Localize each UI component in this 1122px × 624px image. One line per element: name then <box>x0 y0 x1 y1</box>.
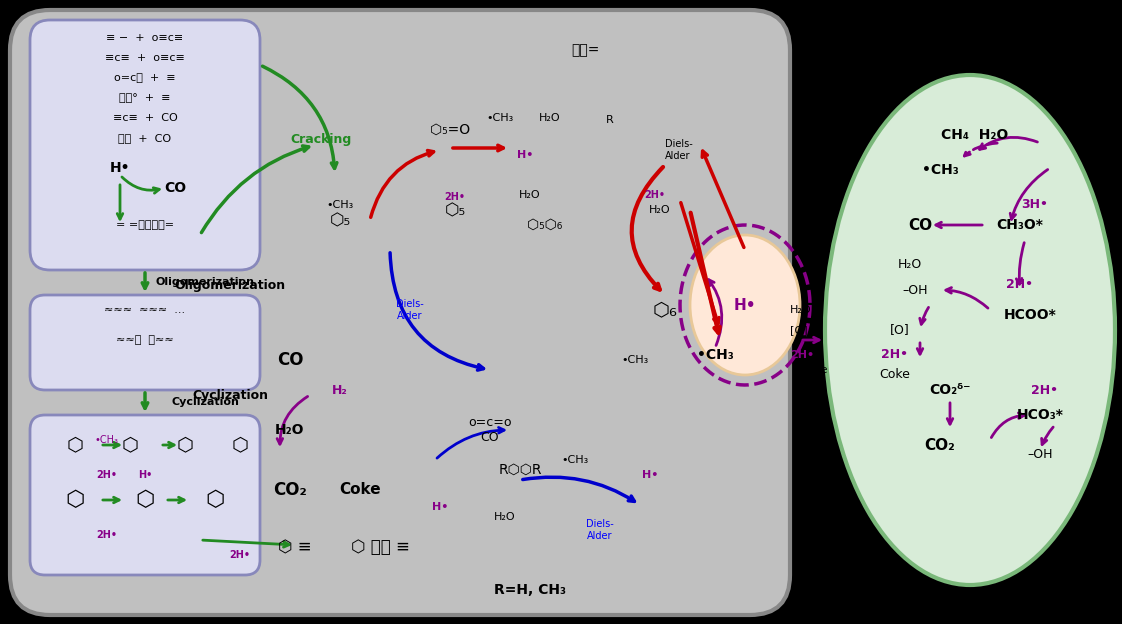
Text: CO₂: CO₂ <box>925 437 955 452</box>
Text: –OH: –OH <box>902 283 928 296</box>
Text: CH₄  H₂O: CH₄ H₂O <box>941 128 1009 142</box>
Text: Diels-
Alder: Diels- Alder <box>396 299 424 321</box>
Text: ⬡: ⬡ <box>205 490 224 510</box>
Text: ⬡₆: ⬡₆ <box>653 301 678 319</box>
Ellipse shape <box>690 235 800 375</box>
Text: Diels-
Alder: Diels- Alder <box>665 139 692 161</box>
Ellipse shape <box>825 75 1115 585</box>
Text: CO: CO <box>908 218 932 233</box>
Text: H•: H• <box>138 470 153 480</box>
Text: H₂O: H₂O <box>898 258 922 271</box>
Text: o=c=o
CO: o=c=o CO <box>468 416 512 444</box>
Text: ⬡: ⬡ <box>136 490 155 510</box>
Text: 2H•: 2H• <box>1031 384 1058 396</box>
Text: ≡c≡  +  o≡c≡: ≡c≡ + o≡c≡ <box>105 53 185 63</box>
Text: ⬡ ⟋⟍ ≡: ⬡ ⟋⟍ ≡ <box>350 538 410 556</box>
Text: H₂O: H₂O <box>790 305 811 315</box>
Text: H₂O: H₂O <box>650 205 671 215</box>
Text: ⬡ ≡: ⬡ ≡ <box>278 538 312 556</box>
Text: ⬡: ⬡ <box>66 436 83 454</box>
Text: ≈≈⟍  ⟋≈≈: ≈≈⟍ ⟋≈≈ <box>116 335 174 345</box>
Text: H•: H• <box>734 298 756 313</box>
FancyBboxPatch shape <box>30 295 260 390</box>
Text: [O]: [O] <box>790 325 808 335</box>
Text: 2H•: 2H• <box>96 530 118 540</box>
Text: 2H•: 2H• <box>96 470 118 480</box>
Text: R=H, CH₃: R=H, CH₃ <box>494 583 565 597</box>
Text: Cyclization: Cyclization <box>192 389 268 401</box>
Text: ⟋⟍°  +  ≡: ⟋⟍° + ≡ <box>119 93 171 103</box>
Text: Oligomerization: Oligomerization <box>174 278 286 291</box>
Text: CO₂: CO₂ <box>273 481 307 499</box>
Text: 3H•: 3H• <box>1021 198 1048 212</box>
Text: –OH: –OH <box>1028 449 1052 462</box>
Text: H₂O: H₂O <box>494 512 516 522</box>
FancyBboxPatch shape <box>30 415 260 575</box>
FancyBboxPatch shape <box>30 20 260 270</box>
Text: Coke: Coke <box>800 365 828 375</box>
Text: ⬡: ⬡ <box>65 490 84 510</box>
Text: ⬡: ⬡ <box>231 436 248 454</box>
Text: Cracking: Cracking <box>289 134 351 147</box>
Text: HCO₃*: HCO₃* <box>1017 408 1064 422</box>
Text: ⟋⟍  +  CO: ⟋⟍ + CO <box>119 133 172 143</box>
Text: CH₃O*: CH₃O* <box>996 218 1043 232</box>
Text: ⬡₅: ⬡₅ <box>330 211 350 229</box>
Text: 2H•: 2H• <box>230 550 250 560</box>
Text: H₂O: H₂O <box>519 190 541 200</box>
Text: R⬡⬡R: R⬡⬡R <box>498 463 542 477</box>
Text: [O]: [O] <box>890 323 910 336</box>
Text: •CH₃: •CH₃ <box>697 348 734 362</box>
Text: 2H•: 2H• <box>1006 278 1033 291</box>
Text: Diels-
Alder: Diels- Alder <box>586 519 614 541</box>
Text: ⬡₅⬡₆: ⬡₅⬡₆ <box>527 218 562 232</box>
Text: ≡ −  +  o≡c≡: ≡ − + o≡c≡ <box>107 33 184 43</box>
Text: ⬡₅: ⬡₅ <box>444 201 466 219</box>
FancyBboxPatch shape <box>10 10 790 615</box>
Text: CO: CO <box>277 351 303 369</box>
Text: H₂: H₂ <box>332 384 348 396</box>
Text: •CH₃: •CH₃ <box>95 435 119 445</box>
Text: H₂O: H₂O <box>540 113 561 123</box>
Text: Coke: Coke <box>339 482 380 497</box>
Text: •CH₃: •CH₃ <box>486 113 514 123</box>
Text: 2H•: 2H• <box>882 348 909 361</box>
Text: •CH₃: •CH₃ <box>921 163 958 177</box>
Text: CO₂ᵟ⁻: CO₂ᵟ⁻ <box>929 383 971 397</box>
Text: 2H•: 2H• <box>790 350 815 360</box>
Text: •CH₃: •CH₃ <box>561 455 589 465</box>
Text: ⟋⟍=: ⟋⟍= <box>571 43 599 57</box>
Text: ⬡₅=O: ⬡₅=O <box>430 123 470 137</box>
Text: ≈≈≈  ≈≈≈  ...: ≈≈≈ ≈≈≈ ... <box>104 305 185 315</box>
Text: Oligomerization: Oligomerization <box>156 277 255 287</box>
Text: ⬡: ⬡ <box>176 436 193 454</box>
Text: = =⟋⟍⟋⟍=: = =⟋⟍⟋⟍= <box>116 220 174 230</box>
Text: H•: H• <box>517 150 533 160</box>
Text: Coke: Coke <box>880 369 910 381</box>
Text: •CH₃: •CH₃ <box>622 355 649 365</box>
Text: H•: H• <box>642 470 659 480</box>
Text: o=c⟋  +  ≡: o=c⟋ + ≡ <box>114 73 176 83</box>
Text: HCOO*: HCOO* <box>1003 308 1057 322</box>
Text: ⬡: ⬡ <box>121 436 138 454</box>
Text: 2H•: 2H• <box>644 190 665 200</box>
Text: H•: H• <box>432 502 448 512</box>
Text: H₂O: H₂O <box>275 423 305 437</box>
Text: CO: CO <box>164 181 186 195</box>
Text: R: R <box>606 115 614 125</box>
Text: ≡c≡  +  CO: ≡c≡ + CO <box>112 113 177 123</box>
Text: H•: H• <box>110 161 130 175</box>
Text: •CH₃: •CH₃ <box>327 200 353 210</box>
Text: Cyclization: Cyclization <box>171 397 239 407</box>
Text: 2H•: 2H• <box>444 192 466 202</box>
